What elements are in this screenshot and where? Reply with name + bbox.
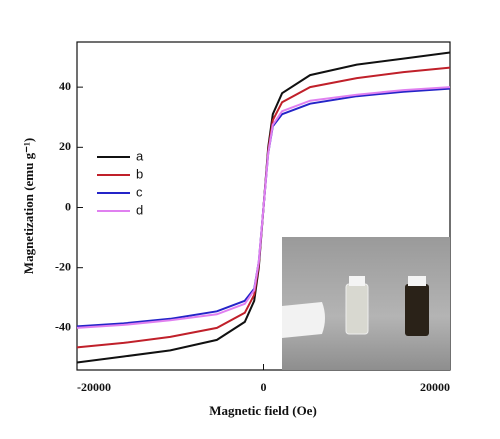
x-tick-label: 20000 [420, 380, 450, 394]
inset-photo-part [349, 276, 365, 286]
y-tick-label: 40 [59, 79, 71, 93]
legend-label: d [136, 202, 143, 217]
legend-label: c [136, 184, 143, 199]
x-tick-label: -20000 [77, 380, 111, 394]
y-tick-label: -40 [55, 320, 71, 334]
inset-photo-part [345, 283, 369, 335]
inset-photo-part [405, 284, 429, 336]
legend-label: a [136, 148, 144, 163]
series-line [76, 86, 451, 329]
y-tick-label: 20 [59, 139, 71, 153]
x-tick-label: 0 [261, 380, 267, 394]
inset-photo-part [282, 302, 325, 338]
y-axis-label: Magnetization (emu g⁻¹) [21, 138, 36, 274]
y-tick-label: -20 [55, 259, 71, 273]
x-axis-label: Magnetic field (Oe) [209, 403, 317, 418]
legend-label: b [136, 166, 143, 181]
y-tick-label: 0 [65, 199, 71, 213]
inset-photo [282, 237, 450, 370]
inset-photo-part [408, 276, 426, 286]
